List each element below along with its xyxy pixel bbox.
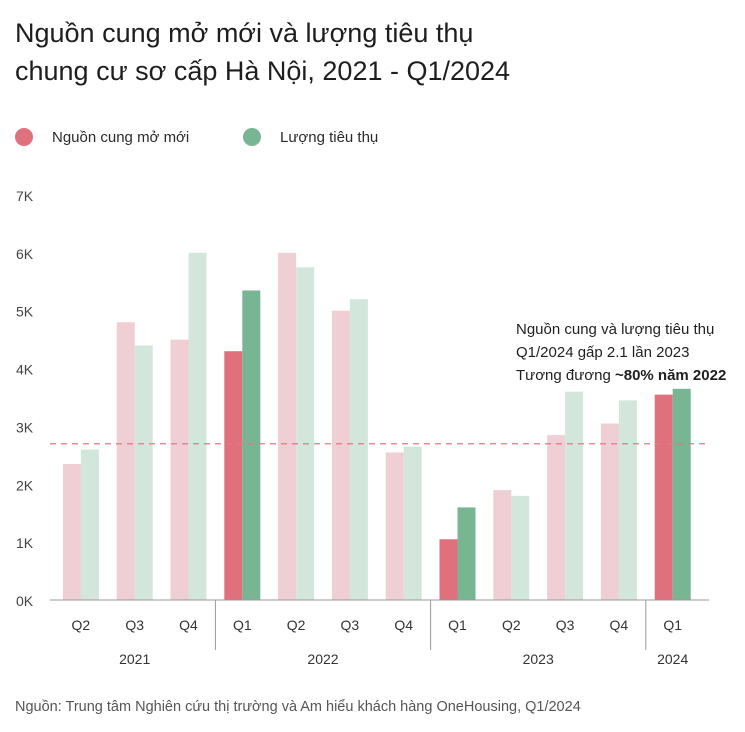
annotation-line-3-bold: ~80% năm 2022 [614,367,727,384]
y-tick-label: 7K [16,188,34,204]
x-tick-label: Q1 [663,617,682,633]
annotation-line-1: Nguồn cung và lượng tiêu thụ [516,321,715,338]
supply-bar [116,322,135,600]
supply-bar [278,252,297,600]
sales-bar [565,391,584,600]
supply-bar [547,435,566,600]
sales-bar [511,495,530,600]
y-tick-label: 4K [16,362,34,378]
sales-bar [80,449,99,600]
legend-item-sales: Lượng tiêu thụ [243,128,378,146]
sales-bar [349,299,368,600]
sales-bar [188,252,207,600]
annotation-line-3-prefix: Tương đương [516,367,615,384]
annotation-line-2: Q1/2024 gấp 2.1 lần 2023 [516,344,690,361]
sales-bar [672,388,691,600]
x-tick-label: Q3 [556,617,575,633]
x-tick-label: Q4 [610,617,629,633]
year-label: 2021 [119,651,150,667]
y-tick-label: 0K [16,593,34,609]
x-tick-label: Q2 [287,617,306,633]
supply-bar [493,490,512,600]
y-tick-label: 2K [16,477,34,493]
sales-bar [403,446,422,600]
chart-title: Nguồn cung mở mới và lượng tiêu thụ chun… [15,14,735,90]
x-tick-label: Q2 [72,617,91,633]
title-line-1: Nguồn cung mở mới và lượng tiêu thụ [15,18,474,48]
legend-sales-label: Lượng tiêu thụ [280,128,379,146]
sales-bar [296,267,315,600]
legend-item-supply: Nguồn cung mở mới [15,128,189,146]
year-label: 2022 [307,651,338,667]
supply-bar [224,351,243,600]
year-label: 2024 [657,651,688,667]
annotation-line-3: Tương đương ~80% năm 2022 [516,364,726,387]
supply-bar [170,339,189,600]
x-tick-label: Q4 [394,617,413,633]
sales-bar [618,400,637,600]
sales-bar [242,290,261,600]
year-label: 2023 [523,651,554,667]
sales-bar [134,345,153,600]
supply-bar [600,423,619,600]
x-tick-label: Q1 [448,617,467,633]
x-tick-label: Q1 [233,617,252,633]
y-tick-label: 5K [16,304,34,320]
legend-sales-dot [243,128,261,146]
legend-supply-dot [15,128,33,146]
supply-bar [331,310,350,600]
supply-bar [62,464,81,600]
x-tick-label: Q2 [502,617,521,633]
title-line-2: chung cư sơ cấp Hà Nội, 2021 - Q1/2024 [15,56,511,86]
y-tick-label: 3K [16,419,34,435]
sales-bar [457,507,476,600]
y-tick-label: 6K [16,246,34,262]
y-tick-label: 1K [16,535,34,551]
x-tick-label: Q4 [179,617,198,633]
supply-bar [654,394,673,600]
annotation: Nguồn cung và lượng tiêu thụ Q1/2024 gấp… [516,318,726,387]
x-tick-label: Q3 [125,617,144,633]
supply-bar [439,539,458,600]
x-tick-label: Q3 [341,617,360,633]
supply-bar [385,452,404,600]
source-note: Nguồn: Trung tâm Nghiên cứu thị trường v… [15,699,581,715]
legend-supply-label: Nguồn cung mở mới [52,128,190,146]
